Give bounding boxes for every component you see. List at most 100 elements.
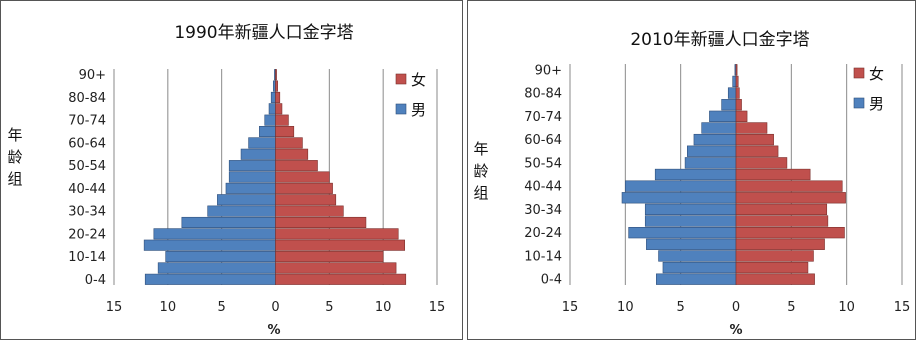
chart-1990-ytick-label: 40-44 [68,182,106,197]
chart-1990-ytick-label: 60-64 [68,136,106,151]
chart-1990-legend-swatch [395,73,407,85]
chart-1990-pyramid: 1990年新疆人口金字塔 0-4 10-14 20-24 30-34 40-44 50-5… [0,0,463,340]
chart-2010-bar-female [735,122,768,134]
chart-1990-bar-female [275,125,295,138]
chart-1990-xtick-label: 10 [375,300,392,315]
chart-2010-bar-female [735,145,779,157]
chart-1990-bar-female [275,273,407,285]
chart-1990-ytick-label: 70-74 [68,114,106,129]
chart-2010-bar-male [654,168,737,181]
chart-2010-bar-female [735,64,738,76]
chart-1990-bar-female [275,80,278,92]
chart-2010-bar-male [644,215,737,227]
chart-2010-bar-male [693,133,737,146]
chart-2010-bar-male [656,273,737,285]
chart-1990-ytick-label: 50-54 [68,159,106,174]
chart-2010-pyramid: 2010年新疆人口金字塔 0-4 10-14 20-24 30-34 40-44 50-5… [467,0,916,340]
chart-2010-xlabel: % [729,323,742,338]
chart-2010-title: 2010年新疆人口金字塔 [630,30,809,50]
chart-1990-bar-female [275,137,303,149]
chart-1990-bar-male [144,273,276,285]
chart-2010-xtick-label: 0 [732,300,740,315]
chart-1990-bar-male [228,160,276,172]
chart-1990-bar-male [207,205,276,217]
chart-1990-bar-male [225,182,276,194]
chart-2010-bar-male [721,99,737,111]
chart-2010-bar-male [625,180,737,192]
chart-1990-ytick-label: 90+ [79,68,106,83]
chart-2010-bar-male [658,250,737,262]
chart-2010-bars [621,64,846,285]
chart-1990-bars [143,69,407,285]
chart-2010-bar-male [644,203,737,216]
chart-2010-bar-male [727,87,737,99]
chart-1990-bar-female [275,103,283,115]
chart-1990-xlabel: % [267,323,280,338]
chart-1990-bar-male [153,228,276,240]
chart-2010-bar-male [646,238,737,250]
chart-2010-bar-female [735,227,845,239]
chart-1990-legend-label: 女 [411,71,426,89]
chart-1990-ytick-label: 30-34 [68,205,106,220]
chart-2010-legend-label: 男 [869,95,884,113]
chart-1990-ytick-label: 20-24 [68,227,106,242]
chart-1990-bar-male [228,171,276,183]
chart-1990-bar-female [275,239,405,251]
chart-1990-bar-female [275,205,344,217]
chart-2010-bar-female [735,250,814,262]
chart-1990-bar-female [275,91,281,103]
chart-2010-ylabel-char: 年 [473,140,488,158]
chart-1990-bar-female [275,171,330,183]
chart-1990-bar-male [264,114,276,126]
chart-1990-bar-female [275,160,318,172]
chart-2010-ytick-label: 0-4 [541,273,562,288]
chart-2010-xtick-label: 10 [617,300,634,315]
chart-1990-xtick-label: 0 [271,300,279,315]
chart-2010-bar-male [687,145,737,157]
chart-1990-bar-male [268,103,276,115]
chart-1990-xtick-label: 15 [429,300,446,315]
chart-1990-ytick-label: 80-84 [68,91,106,106]
chart-2010-bar-female [735,273,815,285]
chart-1990-xtick-label: 5 [325,300,333,315]
chart-2010-bar-male [684,157,737,169]
chart-1990-bar-male [248,137,276,149]
chart-1990-legend-swatch [395,103,407,115]
chart-2010-bar-female [735,87,740,99]
chart-1990-title: 1990年新疆人口金字塔 [174,23,353,43]
chart-2010-bar-male [628,227,737,239]
chart-2010-bar-female [735,238,825,250]
chart-1990-bar-female [275,114,289,126]
chart-2010-ytick-label: 20-24 [524,226,562,241]
chart-1990-ytick-label: 10-14 [68,250,106,265]
chart-2010-xtick-label: 15 [562,300,579,315]
chart-2010-bar-female [735,168,811,181]
chart-1990-bar-male [165,251,276,263]
chart-2010-bar-male [732,75,737,88]
chart-1990-bar-male [143,239,276,251]
chart-1990-ytick-labels: 0-4 10-14 20-24 30-34 40-44 50-54 60-64 70-74 80… [68,68,106,288]
chart-1990-bar-male [181,216,276,229]
chart-1990-bar-female [275,194,337,206]
chart-2010-bar-female [735,192,846,204]
chart-1990-xtick-label: 10 [160,300,177,315]
chart-2010-bar-female [735,157,788,169]
chart-2010-legend-label: 女 [869,65,884,83]
chart-1990-bar-male [157,262,276,274]
chart-1990-bar-female [275,251,384,263]
chart-2010-xtick-labels: 15 10 5 0 5 10 15 [562,300,911,315]
chart-2010-ytick-label: 80-84 [524,87,562,102]
chart-2010-bar-female [735,133,774,146]
chart-1990-bar-female [275,148,309,160]
chart-2010-bar-female [735,99,742,111]
chart-2010-ylabel-char: 组 [473,184,488,202]
chart-1990-bar-male [273,80,276,92]
chart-1990-xtick-label: 5 [218,300,226,315]
chart-2010-legend-swatch [853,97,865,109]
chart-2010-legend-swatch [853,67,865,79]
chart-2010-ytick-label: 90+ [535,63,562,78]
chart-2010-bar-male [701,122,737,134]
chart-2010-bar-female [735,215,829,227]
chart-1990-ytick-label: 0-4 [85,273,106,288]
chart-1990-bar-female [275,216,367,229]
